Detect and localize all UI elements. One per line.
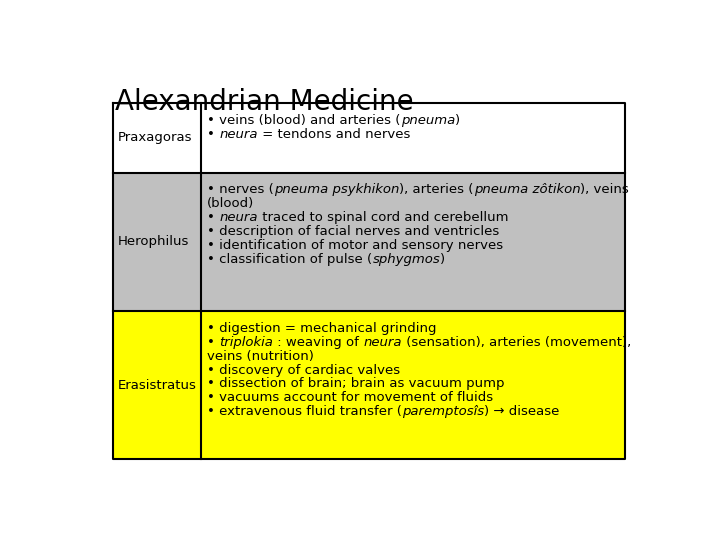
Text: traced to spinal cord and cerebellum: traced to spinal cord and cerebellum (258, 211, 508, 224)
Text: • vacuums account for movement of fluids: • vacuums account for movement of fluids (207, 392, 493, 404)
Text: neura: neura (220, 128, 258, 141)
Bar (113, 173, 625, 311)
Text: ), veins: ), veins (580, 184, 629, 197)
Bar (113, 311, 625, 459)
Text: • extravenous fluid transfer (: • extravenous fluid transfer ( (207, 405, 402, 418)
Text: •: • (207, 128, 220, 141)
Text: Praxagoras: Praxagoras (118, 131, 192, 144)
Text: (blood): (blood) (207, 197, 255, 210)
Text: • classification of pulse (: • classification of pulse ( (207, 253, 372, 266)
Text: triplokia: triplokia (220, 336, 274, 349)
Text: • dissection of brain; brain as vacuum pump: • dissection of brain; brain as vacuum p… (207, 377, 505, 390)
Text: ) → disease: ) → disease (485, 405, 559, 418)
Text: •: • (207, 211, 220, 224)
Text: ): ) (455, 114, 460, 127)
Text: • veins (blood) and arteries (: • veins (blood) and arteries ( (207, 114, 400, 127)
Text: Herophilus: Herophilus (118, 235, 189, 248)
Text: Erasistratus: Erasistratus (118, 379, 197, 392)
Text: • identification of motor and sensory nerves: • identification of motor and sensory ne… (207, 239, 503, 252)
Text: paremptosîs: paremptosîs (402, 405, 485, 418)
Text: (sensation), arteries (movement),: (sensation), arteries (movement), (402, 336, 631, 349)
Text: ): ) (440, 253, 445, 266)
Text: neura: neura (220, 211, 258, 224)
Text: •: • (207, 336, 220, 349)
Text: pneuma zôtikon: pneuma zôtikon (474, 184, 580, 197)
Text: neura: neura (364, 336, 402, 349)
Text: ), arteries (: ), arteries ( (400, 184, 474, 197)
Text: pneuma psykhikon: pneuma psykhikon (274, 184, 400, 197)
Text: sphygmos: sphygmos (372, 253, 440, 266)
Text: • description of facial nerves and ventricles: • description of facial nerves and ventr… (207, 225, 500, 238)
Text: : weaving of: : weaving of (274, 336, 364, 349)
Text: veins (nutrition): veins (nutrition) (207, 350, 314, 363)
Text: = tendons and nerves: = tendons and nerves (258, 128, 410, 141)
Text: Alexandrian Medicine: Alexandrian Medicine (115, 88, 413, 116)
Text: • discovery of cardiac valves: • discovery of cardiac valves (207, 363, 400, 376)
Text: • nerves (: • nerves ( (207, 184, 274, 197)
Text: pneuma: pneuma (400, 114, 455, 127)
Bar (113, 103, 625, 173)
Text: • digestion = mechanical grinding: • digestion = mechanical grinding (207, 322, 437, 335)
